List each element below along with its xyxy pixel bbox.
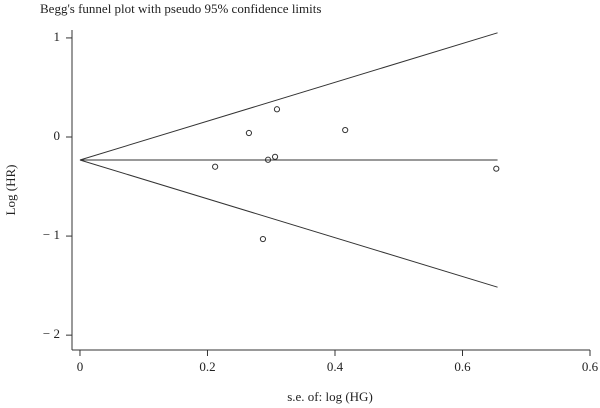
y-tick-label: 0 [54,128,61,143]
x-axis-label: s.e. of: log (HG) [287,389,373,404]
data-point [273,106,281,113]
lower-limit-line [79,159,498,288]
y-axis-label: Log (HR) [3,165,18,216]
data-point [264,156,272,163]
upper-limit-line [79,32,498,161]
data-point [342,126,349,134]
x-tick-label: 0.2 [199,359,215,374]
y-tick-label: 1 [54,29,61,44]
data-point [245,129,253,137]
x-tick-label: 0.6 [454,359,471,374]
y-tick-label: − 1 [43,227,60,242]
x-tick-label: 0.4 [327,359,344,374]
data-point [212,163,219,170]
data-point [271,153,279,160]
data-point [493,165,500,172]
y-tick-label: − 2 [43,326,60,341]
chart-title: Begg's funnel plot with pseudo 95% confi… [40,1,321,16]
data-point [259,235,267,243]
x-tick-label: 0 [77,359,84,374]
x-tick-label: 0.6 [582,359,599,374]
